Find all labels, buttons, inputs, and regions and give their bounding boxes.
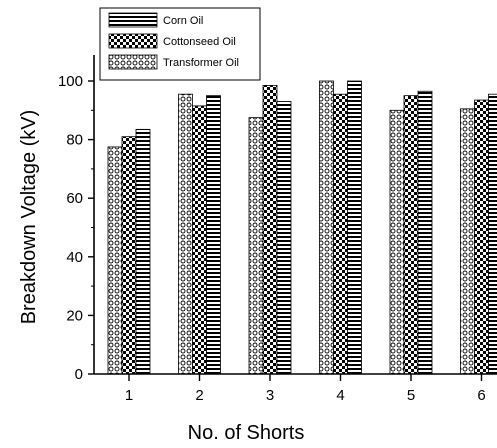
bar-cottonseed-oil-4 (333, 93, 348, 375)
bar-corn-oil-2 (206, 95, 221, 375)
legend: Corn Oil Cottonseed Oil Transformer Oil (99, 7, 261, 81)
y-tick-label: 0 (75, 366, 83, 383)
bar-transformer-oil-5 (389, 109, 405, 375)
legend-swatch-transformer-oil (108, 54, 158, 70)
x-tick-label: 5 (407, 387, 415, 404)
bar-transformer-oil-1 (107, 146, 123, 375)
bar-corn-oil-3 (276, 101, 292, 375)
bars-layer (107, 80, 497, 375)
y-tick-label: 40 (66, 249, 83, 266)
legend-label-cottonseed-oil: Cottonseed Oil (163, 36, 236, 48)
bar-corn-oil-6 (488, 93, 497, 375)
bar-corn-oil-5 (417, 90, 433, 375)
legend-label-transformer-oil: Transformer Oil (163, 57, 239, 69)
legend-swatch-corn-oil (108, 12, 158, 28)
x-ticks: 1 2 3 4 5 6 (125, 374, 486, 404)
bar-transformer-oil-6 (460, 108, 475, 375)
x-tick-label: 2 (195, 387, 203, 404)
bar-cottonseed-oil-3 (262, 84, 278, 375)
y-tick-label: 100 (58, 73, 83, 90)
y-tick-label: 20 (66, 307, 83, 324)
bar-corn-oil-1 (135, 128, 151, 375)
bar-transformer-oil-4 (319, 80, 334, 375)
x-axis-title: No. of Shorts (188, 422, 305, 444)
legend-label-corn-oil: Corn Oil (163, 15, 203, 27)
bar-cottonseed-oil-6 (474, 99, 489, 375)
y-ticks: 0 20 40 60 80 100 (58, 73, 94, 383)
bar-cottonseed-oil-2 (192, 105, 207, 375)
bar-cottonseed-oil-1 (121, 136, 137, 375)
legend-items: Corn Oil Cottonseed Oil Transformer Oil (108, 12, 239, 70)
x-tick-label: 1 (125, 387, 133, 404)
bar-corn-oil-4 (347, 80, 362, 375)
y-tick-label: 80 (66, 132, 83, 149)
bar-transformer-oil-3 (248, 117, 264, 375)
legend-swatch-cottonseed-oil (108, 33, 158, 49)
x-tick-label: 6 (477, 387, 485, 404)
bar-cottonseed-oil-5 (403, 95, 419, 375)
x-tick-label: 3 (266, 387, 274, 404)
x-tick-label: 4 (336, 387, 344, 404)
y-axis-title: Breakdown Voltage (kV) (18, 110, 40, 325)
bar-transformer-oil-2 (178, 93, 193, 375)
y-tick-label: 60 (66, 190, 83, 207)
